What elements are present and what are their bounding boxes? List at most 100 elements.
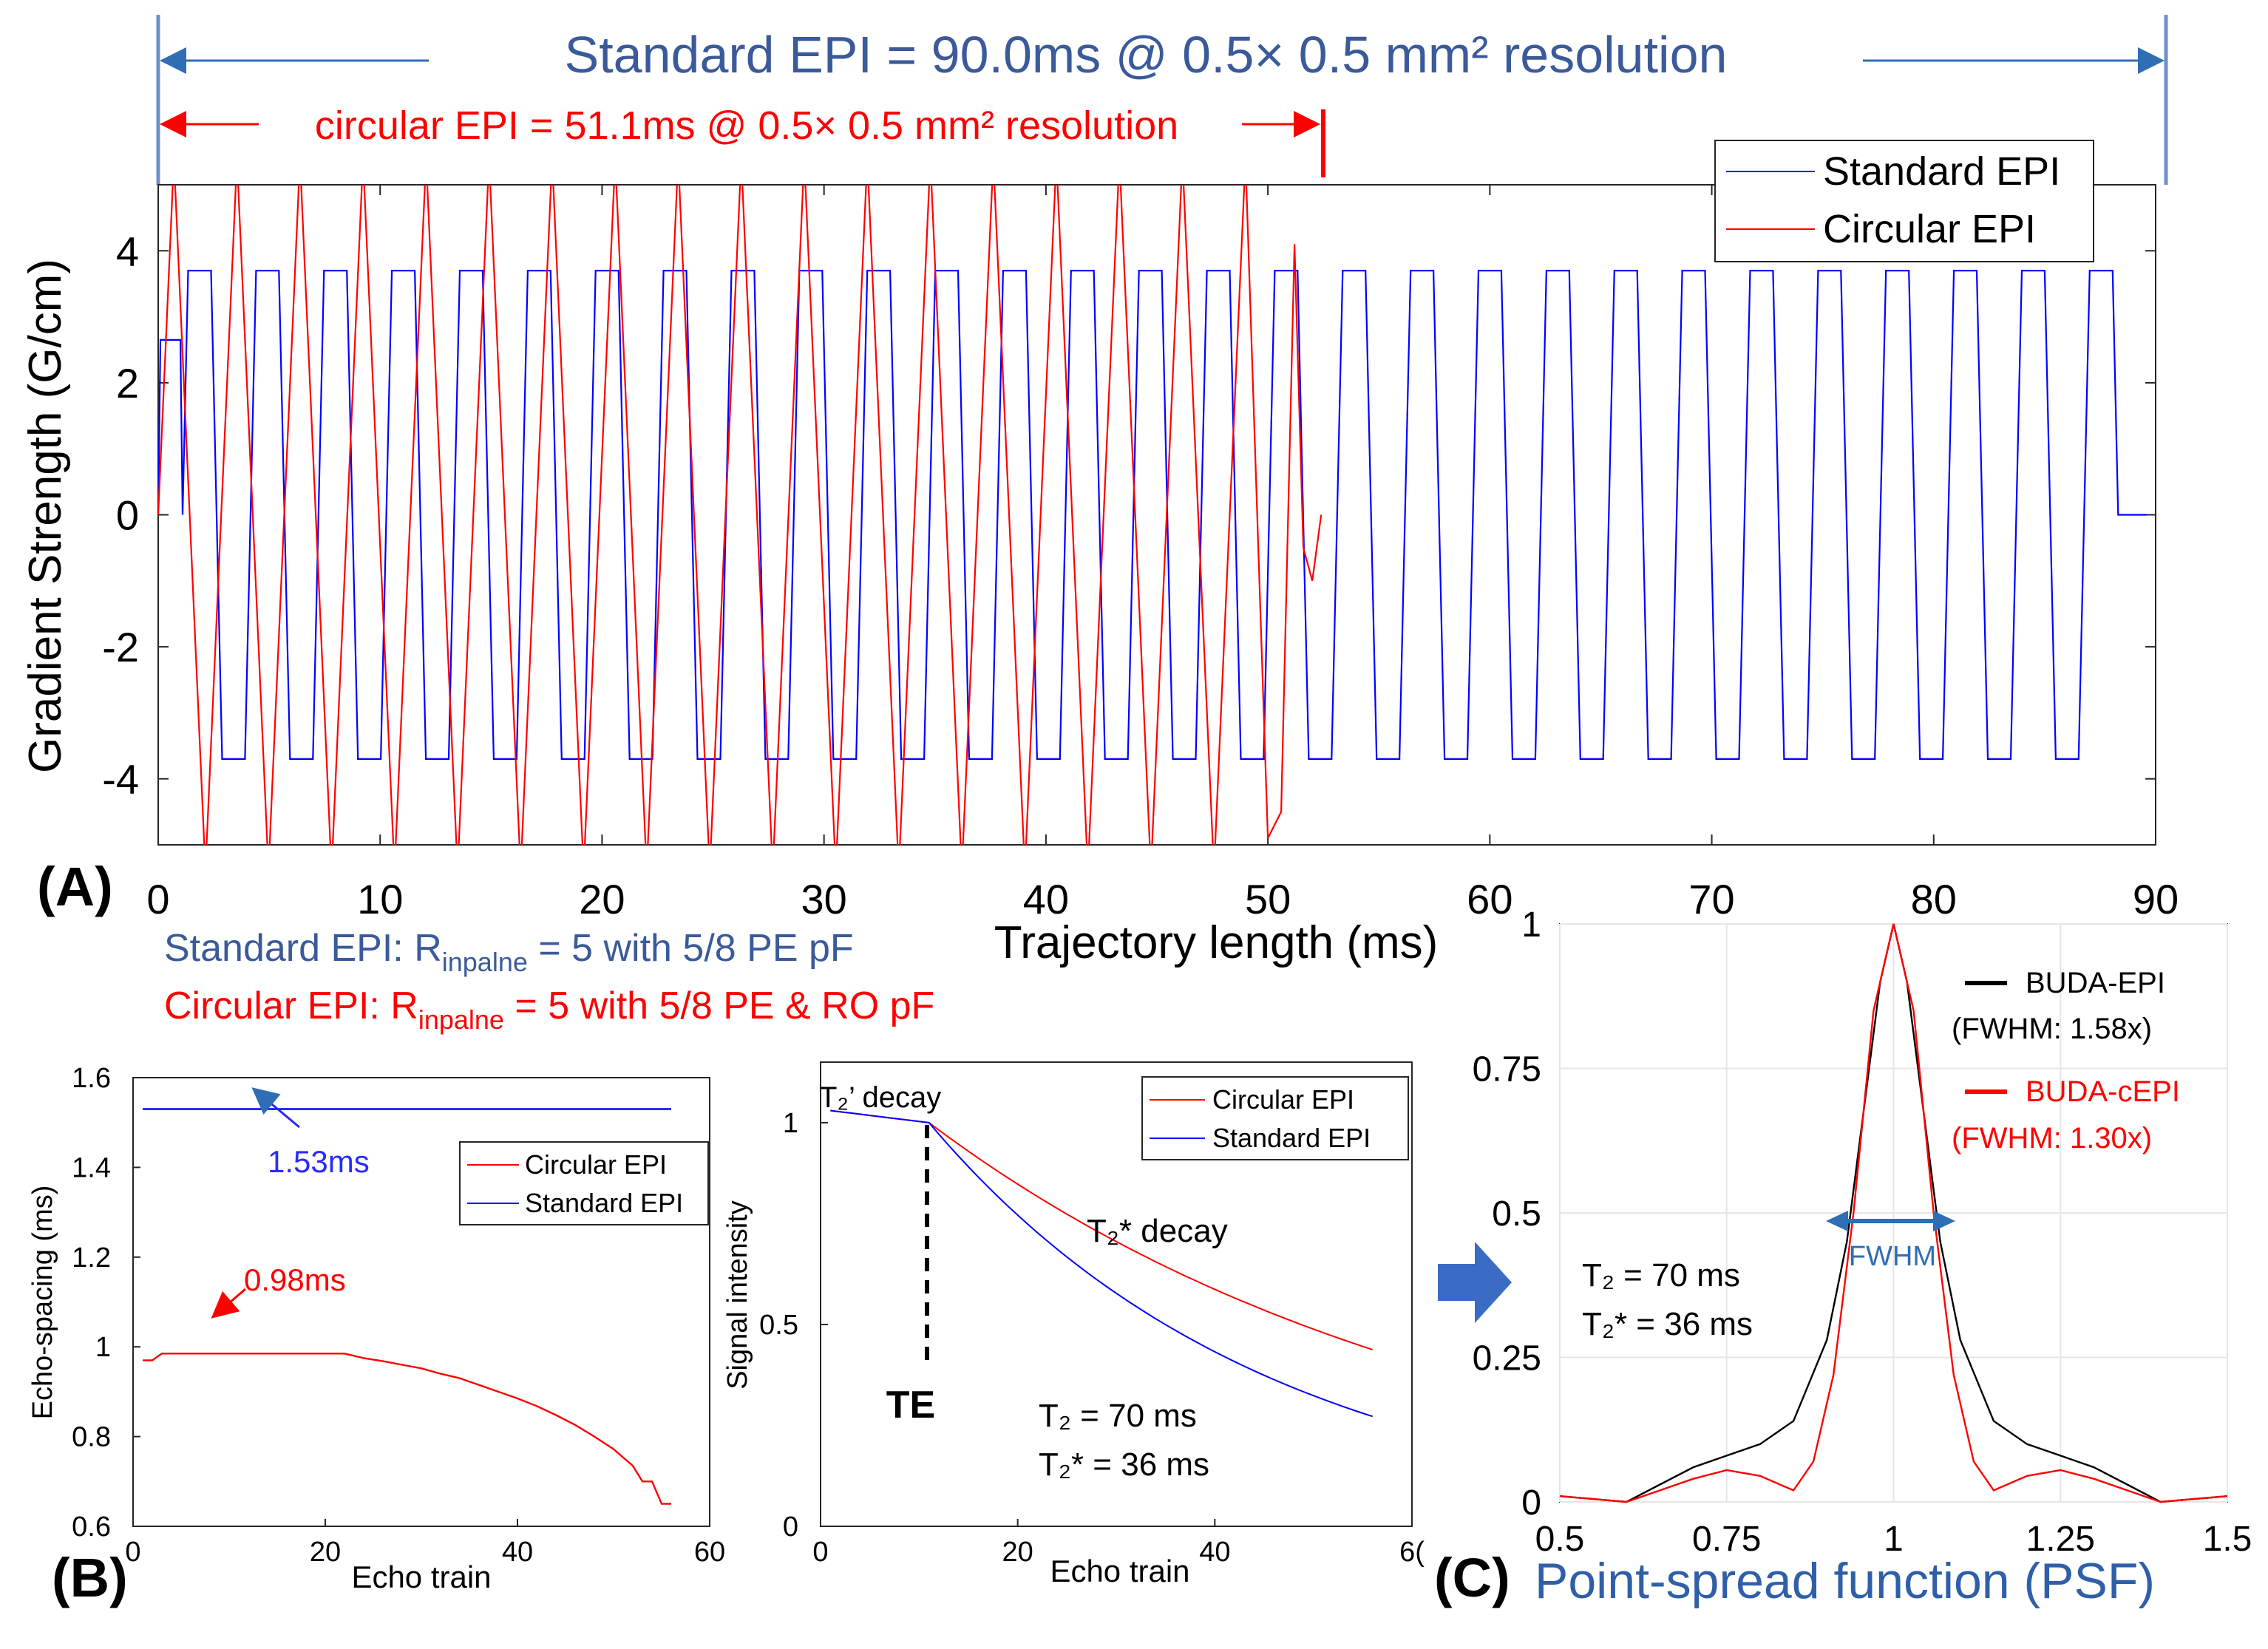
b1-circular-epi-line <box>143 1353 671 1505</box>
a-xtick-label: 0 <box>146 876 169 922</box>
panel-a-ylabel: Gradient Strength (G/cm) <box>20 259 71 773</box>
b1-legend-box <box>459 1141 709 1225</box>
panel-a-gradient-chart: 0 10 20 30 40 50 60 70 80 90 -4 -2 0 2 4 Standard EPI … <box>20 140 2179 968</box>
standard-note-suffix: = 5 with 5/8 PE pF <box>528 927 854 970</box>
circular-note-sub: inpalne <box>418 1004 504 1035</box>
panel-b-echo-spacing-chart: 0 20 40 60 0.6 0.8 1 1.2 1.4 1.6 Circular EPI Sta… <box>27 1063 725 1608</box>
fwhm-label: FWHM <box>1849 1241 1936 1272</box>
panel-c-psf-chart: 0.5 0.75 1 1.25 1.5 0 0.25 0.5 0.75 1 BUDA-EPI (F… <box>1434 905 2252 1609</box>
a-xtick-label: 20 <box>579 876 625 922</box>
a-xtick-label: 60 <box>1467 876 1512 922</box>
header: Standard EPI = 90.0ms @ 0.5× 0.5 mm² res… <box>156 15 2168 185</box>
a-xtick-label: 90 <box>2133 876 2179 922</box>
a-ytick-label: -2 <box>102 624 139 670</box>
b2-annotation-t2star: T₂* decay <box>1087 1213 1228 1249</box>
a-ytick-label: 4 <box>116 228 139 274</box>
b1-legend-standard-label: Standard EPI <box>525 1188 683 1218</box>
c-annotation-t2: T₂ = 70 ms <box>1582 1257 1740 1293</box>
te-label: TE <box>886 1384 935 1427</box>
b1-arrow-098 <box>211 1288 246 1319</box>
panel-b1-legend: Circular EPI Standard EPI <box>459 1141 709 1225</box>
arrow-to-panel-c-icon <box>1438 1242 1512 1323</box>
a-xtick-label: 30 <box>801 876 847 922</box>
c-legend-buda-epi-label: BUDA-EPI <box>2026 967 2165 999</box>
b2-annotation-t2: T₂ = 70 ms <box>1039 1398 1197 1434</box>
c-xtick-label: 1.5 <box>2203 1520 2252 1559</box>
notes: Standard EPI: Rinpalne = 5 with 5/8 PE p… <box>164 927 934 1035</box>
circular-note-prefix: Circular EPI: R <box>164 985 418 1027</box>
panel-c-legend: BUDA-EPI (FWHM: 1.58x) BUDA-cEPI (FWHM: … <box>1952 967 2180 1155</box>
b1-legend-circular-label: Circular EPI <box>525 1149 667 1180</box>
a-ytick-label: 2 <box>116 360 139 407</box>
a-xtick-label: 80 <box>1911 876 1957 922</box>
c-legend-buda-epi-fwhm: (FWHM: 1.58x) <box>1952 1013 2152 1045</box>
b1-xtick-label: 60 <box>694 1537 725 1568</box>
panel-a-xlabel: Trajectory length (ms) <box>994 917 1439 968</box>
c-annotation-t2s: T₂* = 36 ms <box>1582 1306 1753 1342</box>
circular-note-suffix: = 5 with 5/8 PE & RO pF <box>504 985 934 1027</box>
b1-xtick-label: 20 <box>310 1537 341 1568</box>
circular-banner: circular EPI = 51.1ms @ 0.5× 0.5 mm² res… <box>315 103 1178 148</box>
c-legend-buda-cepi-label: BUDA-cEPI <box>2026 1075 2180 1108</box>
b2-xtick-label: 40 <box>1199 1537 1230 1568</box>
circular-note: Circular EPI: Rinpalne = 5 with 5/8 PE &… <box>164 985 934 1035</box>
c-legend-buda-cepi-fwhm: (FWHM: 1.30x) <box>1952 1122 2152 1155</box>
panel-c-label: (C) <box>1434 1547 1510 1608</box>
a-xtick-label: 10 <box>357 876 403 922</box>
b1-ytick-label: 0.8 <box>72 1422 111 1453</box>
a-xtick-label: 40 <box>1023 876 1069 922</box>
c-xtick-label: 1.25 <box>2026 1520 2095 1559</box>
b1-ytick-label: 1.2 <box>72 1242 111 1274</box>
a-xtick-label: 70 <box>1688 876 1734 922</box>
c-ytick-label: 0.5 <box>1492 1194 1541 1234</box>
c-xtick-label: 0.75 <box>1692 1520 1761 1559</box>
b2-ytick-label: 0.5 <box>759 1310 798 1341</box>
c-ytick-label: 1 <box>1521 905 1541 945</box>
a-xtick-label: 50 <box>1245 876 1291 922</box>
legend-circular-label: Circular EPI <box>1823 207 2036 251</box>
c-ytick-label: 0 <box>1521 1483 1541 1523</box>
b1-ytick-label: 1.4 <box>72 1152 111 1183</box>
fwhm-arrow-left-icon <box>1826 1211 1848 1231</box>
standard-note-prefix: Standard EPI: R <box>164 927 442 970</box>
panel-c-title: Point-spread function (PSF) <box>1535 1553 2155 1609</box>
panel-a-label: (A) <box>37 856 113 917</box>
b1-arrow-153 <box>251 1087 300 1129</box>
legend-box <box>1714 140 2094 262</box>
legend-standard-label: Standard EPI <box>1823 149 2060 194</box>
b1-ytick-label: 0.6 <box>72 1512 111 1543</box>
a-ytick-label: 0 <box>116 492 139 539</box>
standard-banner: Standard EPI = 90.0ms @ 0.5× 0.5 mm² res… <box>565 26 1728 84</box>
b1-annotation-098: 0.98ms <box>244 1262 346 1297</box>
b1-ylabel: Echo-spacing (ms) <box>27 1186 58 1420</box>
a-ytick-label: -4 <box>102 756 139 803</box>
c-ytick-label: 0.75 <box>1473 1050 1541 1089</box>
b2-ylabel: Signal intensity <box>722 1200 753 1390</box>
b2-ytick-label: 1 <box>783 1108 798 1139</box>
c-xtick-label: 0.5 <box>1535 1520 1585 1559</box>
c-ytick-label: 0.25 <box>1473 1339 1541 1378</box>
circular-epi-line <box>158 185 1323 845</box>
b1-ytick-label: 1.6 <box>72 1063 111 1094</box>
panel-b-signal-chart: 0 20 40 6(0 0.5 1 Circular EPI Standard EPI T… <box>722 1061 1425 1588</box>
standard-note: Standard EPI: Rinpalne = 5 with 5/8 PE p… <box>164 927 854 977</box>
b2-ytick-label: 0 <box>783 1512 798 1543</box>
b2-legend-standard-label: Standard EPI <box>1212 1123 1371 1153</box>
b2-xlabel: Echo train <box>1050 1554 1189 1588</box>
b1-xlabel: Echo train <box>351 1560 491 1594</box>
b2-standard-epi-line <box>830 1109 1374 1418</box>
b1-xtick-label: 0 <box>125 1537 140 1568</box>
b2-legend-circular-label: Circular EPI <box>1212 1084 1354 1115</box>
b2-xtick-label: 20 <box>1002 1537 1033 1568</box>
b2-legend-box <box>1141 1076 1409 1160</box>
standard-epi-line <box>158 270 2147 760</box>
standard-note-sub: inpalne <box>442 947 528 977</box>
panel-b-label: (B) <box>52 1547 128 1608</box>
panel-a-legend: Standard EPI Circular EPI <box>1714 140 2094 262</box>
fwhm-arrow-right-icon <box>1933 1211 1955 1231</box>
b2-annotation-t2s: T₂* = 36 ms <box>1039 1446 1209 1483</box>
panel-b2-legend: Circular EPI Standard EPI <box>1141 1076 1409 1160</box>
b2-annotation-t2prime: T₂’ decay <box>819 1081 941 1114</box>
c-xtick-label: 1 <box>1884 1520 1904 1559</box>
